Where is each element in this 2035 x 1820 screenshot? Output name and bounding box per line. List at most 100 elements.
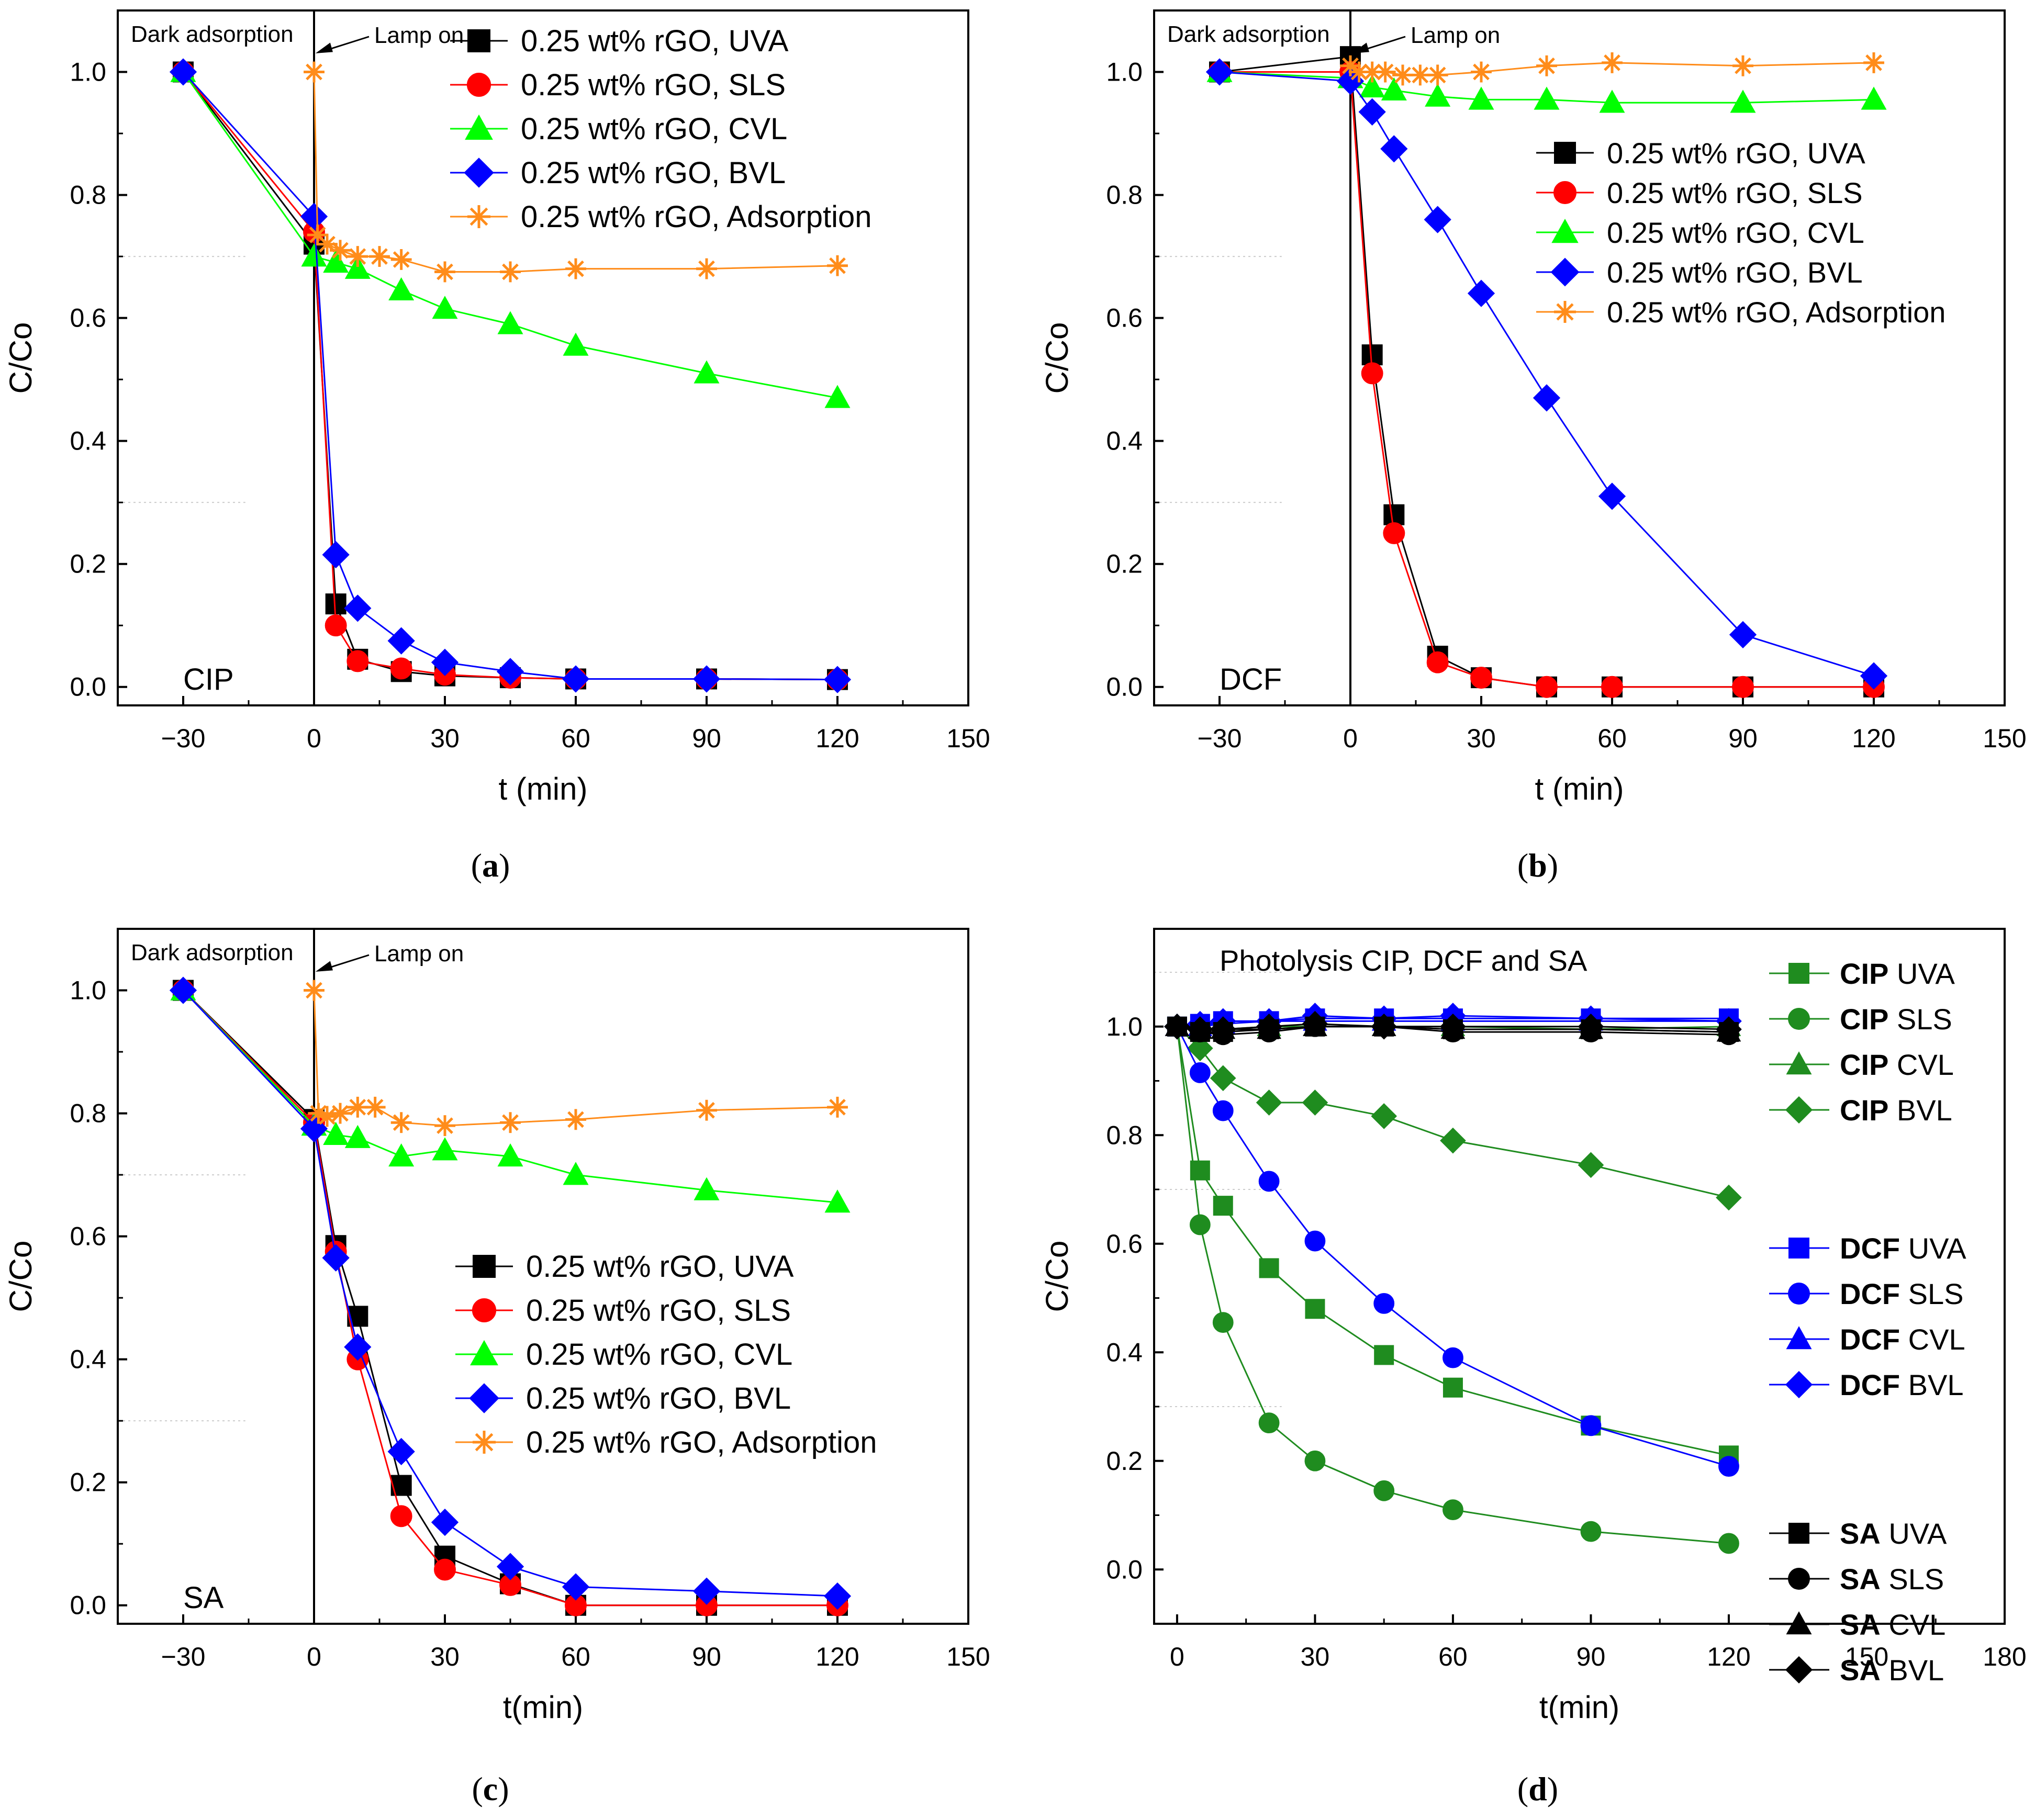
plot-frame xyxy=(1153,9,2006,706)
panel-label: (d) xyxy=(1517,1770,1558,1807)
series-line xyxy=(182,71,838,399)
data-point xyxy=(317,233,338,255)
panel-label-letter: a xyxy=(482,847,499,884)
data-point xyxy=(330,1103,351,1124)
legend-entry: 0.25 wt% rGO, SLS xyxy=(526,1294,791,1328)
legend-entry-condition: SLS xyxy=(1900,1277,1963,1310)
legend-marker xyxy=(1788,1238,1809,1259)
legend-entry-compound: DCF xyxy=(1840,1368,1900,1401)
x-tick-label: 120 xyxy=(1852,724,1895,753)
y-tick-label: 0.6 xyxy=(70,1222,106,1251)
y-tick-label: 1.0 xyxy=(70,58,106,87)
data-point xyxy=(347,246,368,267)
y-tick-label: 0.2 xyxy=(70,549,106,579)
panel-label-letter: b xyxy=(1528,847,1547,884)
x-tick-label: 60 xyxy=(1597,724,1627,753)
data-point xyxy=(301,243,327,267)
legend-marker xyxy=(1788,1283,1810,1305)
data-point xyxy=(1256,1089,1282,1116)
data-point xyxy=(1716,1184,1742,1211)
data-point xyxy=(1468,86,1494,110)
x-tick-label: 30 xyxy=(430,724,460,753)
x-tick-label: 60 xyxy=(561,724,590,753)
data-point xyxy=(1373,1480,1395,1501)
data-point xyxy=(696,258,717,279)
legend-entry: DCF UVA xyxy=(1840,1232,1966,1265)
x-tick-label: 150 xyxy=(1845,1642,1888,1671)
data-point xyxy=(823,1582,852,1610)
data-point xyxy=(304,980,325,1001)
data-point xyxy=(1361,362,1383,385)
data-point xyxy=(1536,55,1557,76)
y-tick-label: 0.0 xyxy=(1106,1555,1143,1584)
panel-label-close: ) xyxy=(498,1770,509,1807)
legend-entry: CIP SLS xyxy=(1840,1003,1952,1036)
x-tick-label: 60 xyxy=(1438,1642,1468,1671)
legend-marker xyxy=(1785,1656,1813,1684)
lamp-on-label: Lamp on xyxy=(374,23,464,48)
legend-entry: 0.25 wt% rGO, UVA xyxy=(1607,137,1865,170)
data-point xyxy=(1304,1450,1326,1471)
data-point xyxy=(387,627,415,655)
legend-entry-compound: DCF xyxy=(1840,1323,1900,1356)
data-point xyxy=(1443,1377,1463,1398)
data-point xyxy=(347,1096,368,1118)
data-point xyxy=(344,255,371,279)
data-point xyxy=(1210,1065,1236,1092)
legend-entry: 0.25 wt% rGO, BVL xyxy=(521,156,786,190)
x-tick-label: 150 xyxy=(1983,724,2026,753)
data-point xyxy=(1427,64,1448,86)
data-point xyxy=(1380,135,1408,163)
data-point xyxy=(1258,1171,1280,1192)
data-point xyxy=(1256,1013,1282,1040)
legend-entry: CIP BVL xyxy=(1840,1094,1952,1127)
chart-title: Photolysis CIP, DCF and SA xyxy=(1220,944,1587,977)
y-tick-label: 0.8 xyxy=(1106,1120,1143,1150)
legend-entry-condition: SLS xyxy=(1888,1003,1952,1036)
legend: 0.25 wt% rGO, UVA 0.25 wt% rGO, SLS 0.25 w… xyxy=(455,1250,877,1459)
data-point xyxy=(388,1143,415,1167)
data-point xyxy=(1187,1016,1213,1042)
data-point xyxy=(562,665,590,693)
data-point xyxy=(300,203,328,230)
y-tick-label: 0.2 xyxy=(70,1468,106,1497)
data-point xyxy=(1212,1312,1234,1333)
data-point xyxy=(1863,52,1884,73)
lamp-on-label: Lamp on xyxy=(1411,23,1500,48)
lamp-on-arrow xyxy=(315,954,370,972)
data-point xyxy=(1361,344,1383,366)
data-point xyxy=(500,1112,521,1133)
y-tick-label: 1.0 xyxy=(1106,1012,1143,1041)
data-point xyxy=(694,360,720,384)
data-point xyxy=(1392,64,1413,86)
x-axis-label: t (min) xyxy=(1535,771,1624,806)
legend-entry: 0.25 wt% rGO, SLS xyxy=(521,68,786,102)
data-point xyxy=(1440,1013,1466,1040)
series-line xyxy=(1220,71,1874,688)
data-point xyxy=(1371,1013,1397,1040)
x-tick-label: −30 xyxy=(161,1642,206,1671)
data-point xyxy=(823,666,852,693)
data-point xyxy=(1374,1345,1394,1365)
data-point xyxy=(432,1137,458,1161)
x-tick-label: 30 xyxy=(430,1642,460,1671)
legend-entry: DCF CVL xyxy=(1840,1323,1965,1356)
data-point xyxy=(344,594,372,622)
plot-frame xyxy=(117,9,969,706)
data-point xyxy=(1536,676,1558,698)
data-point xyxy=(827,1096,848,1118)
legend-marker xyxy=(1788,963,1809,984)
x-tick-label: 30 xyxy=(1467,724,1496,753)
legend-entry-compound: CIP xyxy=(1840,1048,1888,1081)
sample-label: DCF xyxy=(1220,662,1282,696)
data-point xyxy=(1304,1230,1326,1252)
x-tick-label: 150 xyxy=(946,1642,990,1671)
x-tick-label: 120 xyxy=(1707,1642,1750,1671)
panel-label-letter: d xyxy=(1528,1770,1547,1807)
sample-label: SA xyxy=(183,1581,224,1615)
legend-marker xyxy=(1551,218,1579,243)
x-tick-label: 0 xyxy=(1170,1642,1184,1671)
data-point xyxy=(317,1106,338,1127)
data-point xyxy=(1732,55,1753,76)
